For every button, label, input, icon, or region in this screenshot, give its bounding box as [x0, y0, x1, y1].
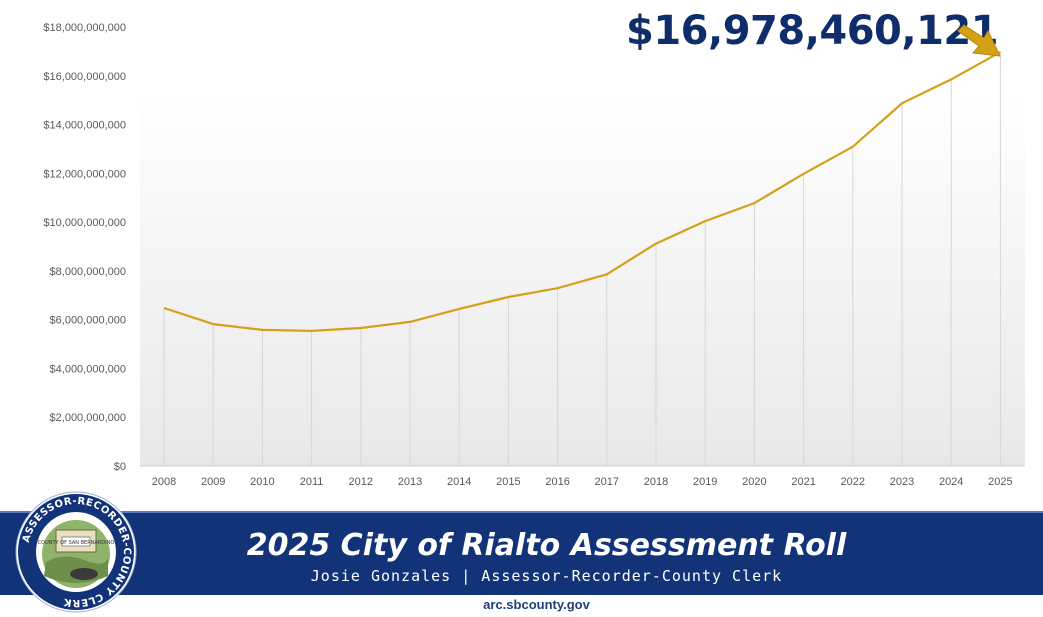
- svg-text:COUNTY OF SAN BERNARDINO: COUNTY OF SAN BERNARDINO: [38, 540, 115, 546]
- y-tick-label: $10,000,000,000: [43, 217, 126, 229]
- website-link[interactable]: arc.sbcounty.gov: [483, 597, 590, 612]
- y-tick-label: $12,000,000,000: [43, 168, 126, 180]
- x-tick-label: 2023: [890, 476, 914, 488]
- x-tick-label: 2011: [300, 476, 324, 488]
- x-tick-label: 2017: [595, 476, 619, 488]
- y-tick-label: $2,000,000,000: [50, 412, 126, 424]
- x-tick-label: 2025: [988, 476, 1012, 488]
- y-axis: $0 $2,000,000,000 $4,000,000,000 $6,000,000…: [43, 22, 126, 473]
- headline-total-value: $16,978,460,121: [626, 8, 999, 54]
- x-tick-label: 2024: [939, 476, 963, 488]
- x-tick-label: 2021: [791, 476, 815, 488]
- x-tick-label: 2018: [644, 476, 668, 488]
- x-tick-label: 2010: [250, 476, 274, 488]
- plot-area-background: [140, 90, 1025, 466]
- arrow-down-right-icon: [957, 24, 1001, 57]
- x-axis: 2008 2009 2010 2011 2012 2013 2014 2015 2016 2017…: [152, 476, 1013, 488]
- banner-title: 2025 City of Rialto Assessment Roll: [246, 528, 847, 563]
- y-tick-label: $18,000,000,000: [43, 22, 126, 34]
- y-tick-label: $8,000,000,000: [50, 266, 126, 278]
- series-line: [163, 50, 1001, 332]
- y-tick-label: $14,000,000,000: [43, 120, 126, 132]
- y-tick-label: $4,000,000,000: [50, 363, 126, 375]
- county-seal-logo: ASSESSOR-RECORDER-COUNTY CLERK COUNTY OF…: [15, 491, 137, 613]
- x-tick-label: 2020: [742, 476, 766, 488]
- x-tick-label: 2014: [447, 476, 471, 488]
- x-tick-label: 2016: [545, 476, 569, 488]
- x-tick-label: 2012: [349, 476, 373, 488]
- assessment-line-chart: $0 $2,000,000,000 $4,000,000,000 $6,000,000…: [43, 22, 1025, 488]
- x-tick-label: 2009: [201, 476, 225, 488]
- banner-subtitle: Josie Gonzales | Assessor-Recorder-Count…: [310, 567, 783, 585]
- title-banner: [0, 511, 1043, 595]
- x-tick-label: 2013: [398, 476, 422, 488]
- x-tick-label: 2019: [693, 476, 717, 488]
- drop-lines: [163, 51, 1001, 466]
- y-tick-label: $16,000,000,000: [43, 71, 126, 83]
- y-tick-label: $0: [114, 461, 126, 473]
- x-tick-label: 2015: [496, 476, 520, 488]
- y-tick-label: $6,000,000,000: [50, 315, 126, 327]
- x-tick-label: 2022: [841, 476, 865, 488]
- x-tick-label: 2008: [152, 476, 176, 488]
